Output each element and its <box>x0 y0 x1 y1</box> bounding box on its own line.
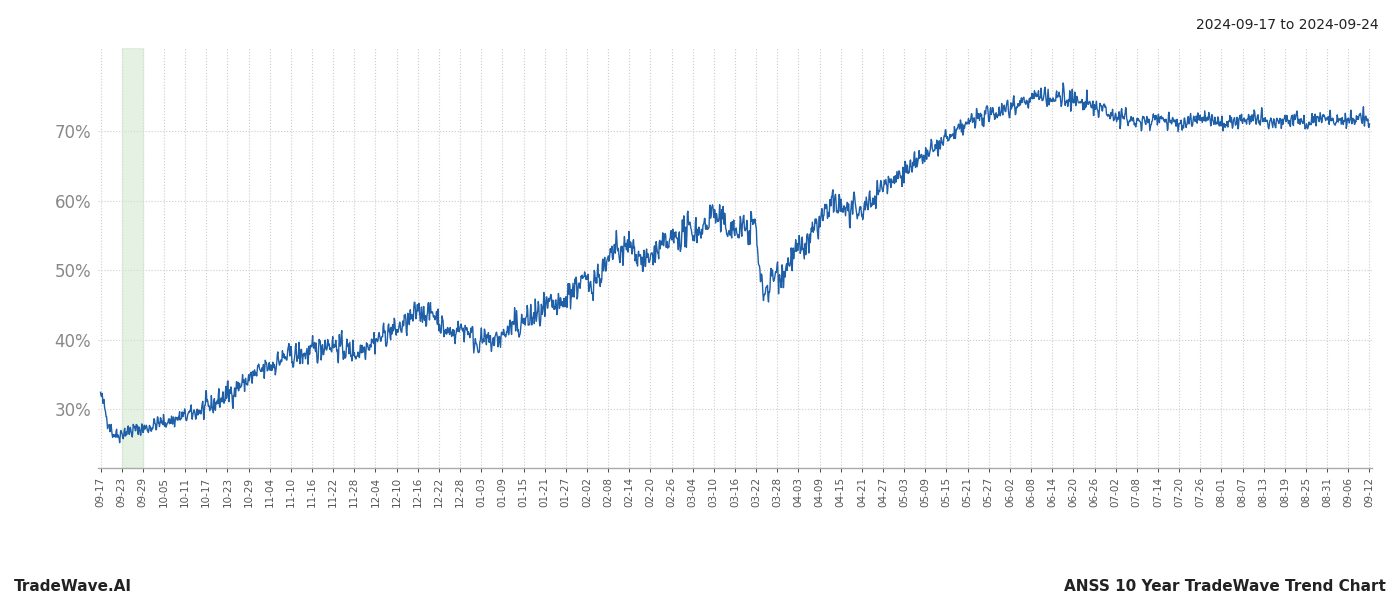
Bar <box>122 48 143 468</box>
Text: TradeWave.AI: TradeWave.AI <box>14 579 132 594</box>
Text: ANSS 10 Year TradeWave Trend Chart: ANSS 10 Year TradeWave Trend Chart <box>1064 579 1386 594</box>
Text: 2024-09-17 to 2024-09-24: 2024-09-17 to 2024-09-24 <box>1197 18 1379 32</box>
